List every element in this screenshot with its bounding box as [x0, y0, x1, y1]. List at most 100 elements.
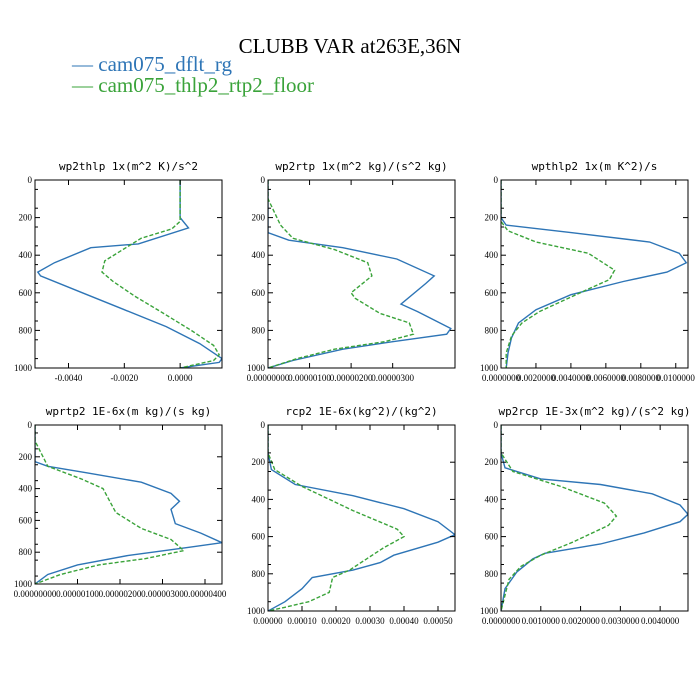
y-tick-label: 0: [261, 175, 266, 185]
x-tick-label: 0.0100000: [657, 373, 696, 383]
series-line-floor: [501, 180, 616, 368]
panel-6: wp2rcp 1E-3x(m^2 kg)/(s^2 kg) 0 200 400 600 8…: [480, 405, 691, 626]
y-tick-label: 400: [19, 250, 33, 260]
x-tick-label: 0.00010: [287, 616, 317, 626]
y-tick-label: 400: [252, 250, 266, 260]
y-tick-label: 600: [19, 288, 33, 298]
y-tick-label: 200: [19, 452, 33, 462]
series-line-dflt: [35, 425, 222, 584]
y-tick-label: 0: [28, 420, 33, 430]
y-tick-label: 600: [19, 515, 33, 525]
x-tick-label: 0.0060000: [587, 373, 626, 383]
plot-frame: [267, 179, 456, 369]
series-line-dflt: [501, 425, 688, 611]
y-tick-label: 1000: [14, 363, 33, 373]
x-tick-label: 0.0040000: [641, 616, 680, 626]
y-tick-label: 400: [19, 484, 33, 494]
series-line-floor: [35, 425, 186, 584]
plot-frame: [267, 424, 456, 612]
x-tick-label: 0.0000000: [482, 616, 521, 626]
x-tick-label: 0.00030: [355, 616, 385, 626]
y-tick-label: 200: [19, 213, 33, 223]
plot-frame: [34, 424, 223, 585]
y-tick-label: 600: [252, 288, 266, 298]
legend-label-floor: cam075_thlp2_rtp2_floor: [98, 73, 315, 97]
x-tick-label: 0.0030000: [601, 616, 640, 626]
y-tick-label: 400: [485, 494, 499, 504]
panel-title: wp2thlp 1x(m^2 K)/s^2: [59, 160, 198, 173]
legend-entry-floor: — cam075_thlp2_rtp2_floor: [72, 73, 314, 98]
series-line-dflt: [268, 425, 455, 611]
figure-title: CLUBB VAR at263E,36N: [238, 34, 462, 58]
panel-1: wp2thlp 1x(m^2 K)/s^2 0 200 400 600 800 1000 -0…: [14, 160, 223, 383]
panel-title: rcp2 1E-6x(kg^2)/(kg^2): [285, 405, 437, 418]
panel-title: wp2rtp 1x(m^2 kg)/(s^2 kg): [275, 160, 447, 173]
x-tick-label: 0.00040: [389, 616, 419, 626]
x-tick-label: 0.00000200: [330, 373, 373, 383]
y-tick-label: 800: [485, 325, 499, 335]
series-line-floor: [268, 180, 415, 368]
series-line-dflt: [36, 180, 222, 368]
panel-2: wp2rtp 1x(m^2 kg)/(s^2 kg) 0 200 400 600 800 1…: [247, 160, 456, 383]
y-tick-label: 1000: [247, 363, 266, 373]
y-tick-label: 600: [485, 288, 499, 298]
x-tick-label: 0.00000200: [99, 589, 142, 599]
x-tick-label: 0.0040000: [552, 373, 591, 383]
x-tick-label: 0.00000000: [14, 589, 57, 599]
y-tick-label: 1000: [14, 579, 33, 589]
y-tick-label: 800: [19, 325, 33, 335]
y-tick-label: 1000: [480, 363, 499, 373]
x-tick-label: 0.00020: [321, 616, 351, 626]
x-tick-label: 0.0080000: [622, 373, 661, 383]
panel-4: wprtp2 1E-6x(m kg)/(s kg) 0 200 400 600 800 10…: [14, 405, 227, 599]
y-tick-label: 200: [485, 457, 499, 467]
y-tick-label: 1000: [480, 606, 499, 616]
panel-5: rcp2 1E-6x(kg^2)/(kg^2) 0 200 400 600 800 1000…: [247, 405, 456, 626]
x-tick-label: 0.00000300: [371, 373, 414, 383]
x-tick-label: 0.0020000: [517, 373, 556, 383]
x-tick-label: 0.00000300: [141, 589, 184, 599]
x-tick-label: 0.00000400: [184, 589, 227, 599]
y-tick-label: 0: [494, 175, 499, 185]
y-tick-label: 1000: [247, 606, 266, 616]
x-tick-label: 0.00000000: [247, 373, 290, 383]
plot-frame: [500, 179, 689, 369]
y-tick-label: 0: [261, 420, 266, 430]
x-tick-label: 0.0020000: [561, 616, 600, 626]
y-tick-label: 800: [252, 325, 266, 335]
series-line-floor: [501, 425, 618, 611]
y-tick-label: 0: [494, 420, 499, 430]
panel-title: wp2rcp 1E-3x(m^2 kg)/(s^2 kg): [498, 405, 690, 418]
panel-title: wprtp2 1E-6x(m kg)/(s kg): [46, 405, 212, 418]
plot-frame: [500, 424, 689, 612]
legend-entry-dflt: — cam075_dflt_rg: [72, 52, 232, 77]
legend-line-floor: —: [72, 73, 99, 97]
y-tick-label: 400: [485, 250, 499, 260]
plot-frame: [34, 179, 223, 369]
y-tick-label: 200: [252, 213, 266, 223]
x-tick-label: 0.0000000: [482, 373, 521, 383]
series-line-dflt: [501, 180, 688, 368]
y-tick-label: 800: [252, 569, 266, 579]
y-tick-label: 600: [252, 532, 266, 542]
y-tick-label: 600: [485, 532, 499, 542]
x-tick-label: -0.0020: [110, 373, 138, 383]
series-line-floor: [268, 425, 406, 611]
x-tick-label: -0.0040: [55, 373, 83, 383]
x-tick-label: 0.00000100: [288, 373, 331, 383]
y-tick-label: 0: [28, 175, 33, 185]
panel-title: wpthlp2 1x(m K^2)/s: [532, 160, 658, 173]
legend-label-dflt: cam075_dflt_rg: [98, 52, 233, 76]
x-tick-label: 0.00050: [423, 616, 453, 626]
series-line-dflt: [268, 180, 452, 368]
x-tick-label: 0.0010000: [522, 616, 561, 626]
y-tick-label: 200: [485, 213, 499, 223]
x-tick-label: 0.00000: [253, 616, 283, 626]
series-line-floor: [101, 180, 221, 368]
x-tick-label: 0.00000100: [56, 589, 99, 599]
legend-line-dflt: —: [72, 52, 99, 76]
x-tick-label: 0.0000: [168, 373, 193, 383]
panel-3: wpthlp2 1x(m K^2)/s020040060080010000.00…: [480, 160, 695, 383]
y-tick-label: 200: [252, 457, 266, 467]
